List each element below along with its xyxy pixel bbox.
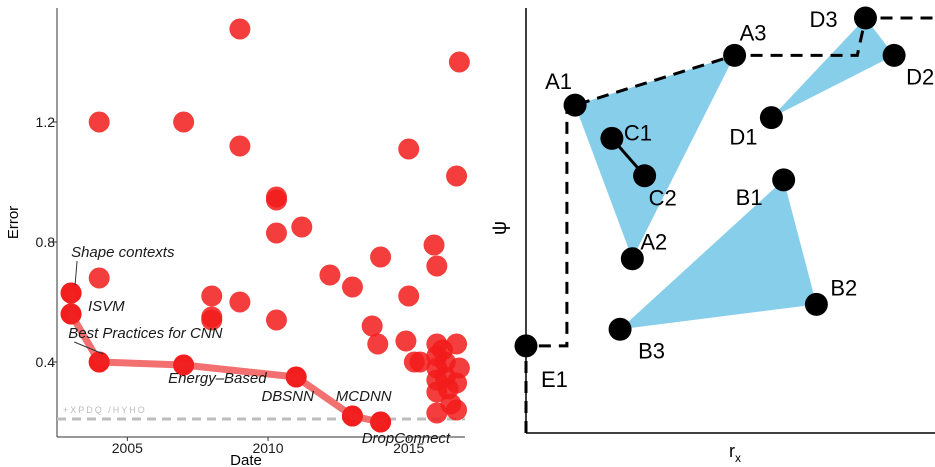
data-point	[448, 357, 470, 379]
psi-rx-diagram: A1 A2 A3 B1 B2 B3 C1 C2 D1 D2 D3 E1 rx ψ	[489, 6, 935, 465]
frontier-point	[88, 351, 110, 373]
x-tick-label: 2015	[393, 440, 424, 456]
data-point	[319, 264, 341, 286]
data-point	[291, 216, 313, 238]
data-point	[265, 222, 287, 244]
data-point	[229, 135, 251, 157]
data-point	[448, 51, 470, 73]
method-annotation: DropConnect	[362, 430, 451, 447]
data-point	[201, 285, 223, 307]
frontier-point	[341, 405, 363, 427]
node-label: E1	[541, 367, 568, 392]
data-point	[446, 399, 468, 421]
data-point	[173, 111, 195, 133]
psi-axis-title: ψ	[489, 221, 511, 235]
node-c2	[633, 164, 657, 188]
node-c1	[600, 126, 624, 150]
data-point	[446, 333, 468, 355]
rx-axis-title-subscript: x	[735, 451, 741, 465]
dashed-path	[524, 16, 935, 433]
node-label: A3	[740, 20, 767, 45]
data-point	[367, 333, 389, 355]
method-annotation: DBSNN	[261, 388, 314, 405]
node-label: B2	[830, 275, 857, 300]
nodes	[514, 6, 906, 358]
node-label: C1	[624, 120, 652, 145]
data-point	[370, 246, 392, 268]
shaded-triangle	[771, 18, 895, 118]
data-point	[88, 111, 110, 133]
data-point	[341, 276, 363, 298]
data-point	[201, 309, 223, 331]
data-point	[398, 285, 420, 307]
x-tick-label: 2005	[112, 440, 143, 456]
data-point	[229, 291, 251, 313]
frontier-points	[60, 282, 392, 433]
node-b2	[804, 292, 828, 316]
annotation-leader	[74, 341, 104, 355]
node-b1	[772, 168, 796, 192]
node-label: D2	[906, 64, 934, 89]
node-label: A2	[640, 230, 667, 255]
node-labels: A1 A2 A3 B1 B2 B3 C1 C2 D1 D2 D3 E1	[541, 7, 934, 392]
method-annotation: Best Practices for CNN	[68, 325, 222, 342]
method-annotation: ISVM	[88, 298, 125, 315]
frontier-point	[60, 282, 82, 304]
baseline-label: +XPDQ /HYHO	[63, 405, 147, 415]
node-b3	[608, 317, 632, 341]
node-a1	[563, 93, 587, 117]
dashed-connector	[524, 16, 935, 433]
axis-ticks: 2005 2010 2015 0.4 0.8 1.2	[36, 114, 425, 456]
data-point	[361, 315, 383, 337]
frontier-point	[60, 303, 82, 325]
node-e1	[514, 334, 538, 358]
data-point	[88, 267, 110, 289]
y-tick-label: 1.2	[36, 114, 56, 130]
data-point	[265, 189, 287, 211]
frontier-point	[370, 411, 392, 433]
node-a2	[620, 247, 644, 271]
error-over-time-chart: +XPDQ /HYHO 2005 2010 2015 0.4 0.8 1.2 Date E…	[5, 8, 470, 467]
rx-axis-title-main: r	[729, 441, 735, 461]
y-axis-title: Error	[5, 206, 22, 239]
data-point	[398, 138, 420, 160]
node-d3	[853, 6, 877, 30]
method-annotation: Energy–Based	[168, 370, 267, 387]
data-point	[426, 255, 448, 277]
node-label: B3	[638, 338, 665, 363]
annotation-leader	[74, 260, 78, 286]
method-annotation: Shape contexts	[71, 244, 175, 261]
y-tick-label: 0.8	[36, 234, 56, 250]
x-tick-label: 2010	[252, 440, 283, 456]
x-axis-title: Date	[230, 452, 262, 467]
data-point	[446, 165, 468, 187]
node-label: D3	[809, 7, 837, 32]
data-point	[409, 351, 431, 373]
shaded-triangle	[620, 179, 817, 330]
y-tick-label: 0.4	[36, 354, 56, 370]
rx-axis-title: rx	[729, 441, 741, 465]
node-label: B1	[736, 185, 763, 210]
node-label: C2	[649, 186, 677, 211]
node-label: A1	[545, 69, 572, 94]
data-point	[395, 330, 417, 352]
frontier-point	[285, 366, 307, 388]
data-point	[229, 18, 251, 40]
node-label: D1	[729, 125, 757, 150]
data-point	[423, 234, 445, 256]
frontier-point	[173, 354, 195, 376]
method-annotations: Shape contexts ISVM Best Practices for CNN…	[68, 244, 451, 447]
node-a3	[723, 43, 747, 67]
method-annotation: MCDNN	[336, 388, 392, 405]
node-d1	[759, 106, 783, 130]
data-point	[265, 309, 287, 331]
node-d2	[882, 43, 906, 67]
triangles	[575, 18, 895, 330]
shaded-triangle	[575, 55, 735, 259]
